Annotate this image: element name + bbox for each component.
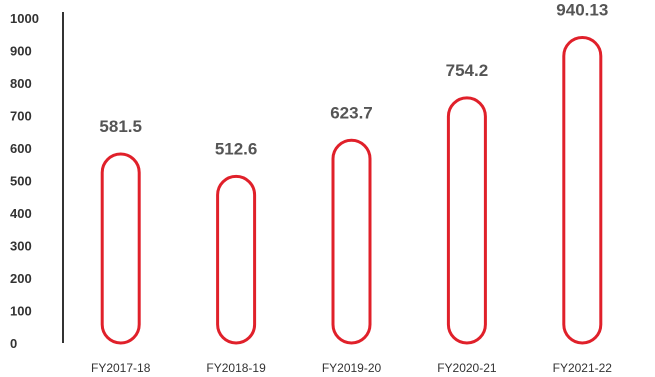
y-tick-label: 800 xyxy=(10,76,32,91)
bar xyxy=(216,174,257,345)
y-tick-label: 700 xyxy=(10,109,32,124)
y-tick-label: 100 xyxy=(10,304,32,319)
y-tick-label: 300 xyxy=(10,239,32,254)
data-label: 512.6 xyxy=(215,139,258,158)
x-axis: FY2017-18 FY2018-19 FY2019-20 FY2020-21 FY20… xyxy=(91,361,612,375)
x-tick-label: FY2021-22 xyxy=(553,361,613,375)
x-tick-label: FY2019-20 xyxy=(322,361,382,375)
data-label: 581.5 xyxy=(99,117,142,136)
x-tick-label: FY2018-19 xyxy=(206,361,266,375)
x-tick-label: FY2017-18 xyxy=(91,361,151,375)
bars xyxy=(100,35,603,345)
y-tick-label: 600 xyxy=(10,141,32,156)
y-tick-label: 0 xyxy=(10,336,17,351)
bar xyxy=(331,138,372,345)
y-axis: 0 100 200 300 400 500 600 700 800 900 1000 xyxy=(10,11,64,351)
data-label: 940.13 xyxy=(556,0,608,19)
y-tick-label: 900 xyxy=(10,44,32,59)
data-label: 754.2 xyxy=(446,61,489,80)
y-tick-label: 200 xyxy=(10,271,32,286)
data-label: 623.7 xyxy=(330,103,373,122)
y-tick-label: 400 xyxy=(10,206,32,221)
x-tick-label: FY2020-21 xyxy=(437,361,497,375)
bar xyxy=(100,152,141,345)
data-labels: 581.5 512.6 623.7 754.2 940.13 xyxy=(99,0,608,158)
bar xyxy=(562,35,603,345)
y-tick-label: 500 xyxy=(10,174,32,189)
y-tick-label: 1000 xyxy=(10,11,39,26)
bar xyxy=(446,96,487,345)
